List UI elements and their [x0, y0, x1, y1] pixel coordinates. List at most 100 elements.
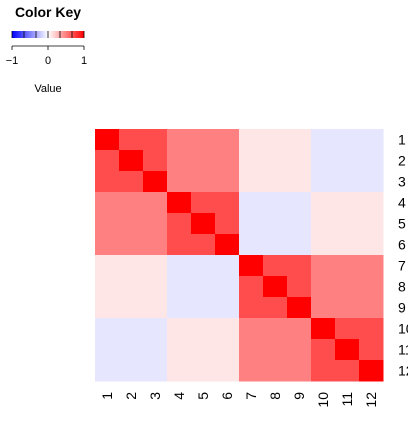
heatmap-cell: [167, 129, 192, 151]
heatmap-cell: [359, 192, 384, 214]
heatmap-cell: [119, 255, 144, 277]
column-label: 1: [99, 392, 115, 400]
heatmap-cell: [143, 129, 168, 151]
heatmap-cell: [287, 339, 312, 361]
heatmap-cell: [95, 150, 120, 172]
heatmap-cell: [359, 150, 384, 172]
row-label: 6: [398, 237, 406, 253]
color-key-axis-label: Value: [34, 83, 61, 95]
heatmap-cell: [359, 234, 384, 256]
heatmap-cell: [311, 255, 336, 277]
heatmap-cell: [215, 360, 240, 382]
row-label: 3: [398, 174, 406, 190]
heatmap-cell: [263, 297, 288, 319]
heatmap-cell: [215, 297, 240, 319]
row-label: 7: [398, 258, 406, 274]
heatmap-cell: [167, 339, 192, 361]
heatmap-cell: [191, 318, 216, 340]
heatmap-cell: [143, 360, 168, 382]
heatmap-cell: [143, 339, 168, 361]
heatmap-cell: [95, 297, 120, 319]
heatmap-cell: [239, 234, 264, 256]
heatmap-cell: [167, 171, 192, 193]
row-label: 9: [398, 300, 406, 316]
heatmap-cell: [167, 234, 192, 256]
heatmap-cell: [191, 255, 216, 277]
heatmap-cell: [191, 276, 216, 298]
heatmap-cell: [311, 234, 336, 256]
heatmap-cell: [287, 171, 312, 193]
heatmap-cell: [287, 297, 312, 319]
heatmap-cell: [95, 339, 120, 361]
heatmap-cell: [239, 150, 264, 172]
heatmap-cell: [335, 213, 360, 235]
heatmap-cell: [287, 276, 312, 298]
row-label: 8: [398, 279, 406, 295]
heatmap-cell: [263, 192, 288, 214]
heatmap-cell: [263, 213, 288, 235]
heatmap-cell: [215, 150, 240, 172]
heatmap-cell: [263, 129, 288, 151]
heatmap-cell: [167, 297, 192, 319]
heatmap-cell: [263, 255, 288, 277]
heatmap-cell: [191, 150, 216, 172]
heatmap-cell: [215, 213, 240, 235]
heatmap-cell: [287, 234, 312, 256]
column-label: 8: [267, 392, 283, 400]
heatmap-cell: [239, 213, 264, 235]
heatmap-cell: [119, 318, 144, 340]
heatmap-cell: [191, 213, 216, 235]
heatmap-cell: [359, 297, 384, 319]
heatmap-cell: [119, 129, 144, 151]
heatmap-cell: [263, 318, 288, 340]
heatmap-cell: [215, 276, 240, 298]
heatmap-cell: [239, 129, 264, 151]
heatmap-cell: [167, 318, 192, 340]
heatmap-cell: [287, 360, 312, 382]
heatmap-cell: [119, 213, 144, 235]
heatmap-cell: [119, 297, 144, 319]
heatmap-cell: [119, 150, 144, 172]
heatmap-cell: [287, 318, 312, 340]
column-labels: 1 2 3 4 5 6 7 8 9 10 11 12: [99, 392, 379, 408]
heatmap-cell: [287, 192, 312, 214]
color-key: Color Key −1 0 1 Value: [6, 4, 87, 95]
color-key-title: Color Key: [15, 4, 81, 20]
heatmap-cell: [95, 360, 120, 382]
heatmap-cell: [167, 150, 192, 172]
heatmap-cell: [311, 360, 336, 382]
heatmap-cell: [215, 234, 240, 256]
heatmap-cell: [335, 318, 360, 340]
heatmap-cell: [191, 360, 216, 382]
heatmap-cell: [95, 318, 120, 340]
heatmap-cell: [311, 129, 336, 151]
column-label: 10: [315, 392, 331, 408]
row-label: 1: [398, 132, 406, 148]
heatmap-cell: [359, 171, 384, 193]
heatmap-cell: [239, 276, 264, 298]
heatmap-cell: [191, 171, 216, 193]
heatmap-cell: [287, 150, 312, 172]
column-label: 4: [171, 392, 187, 400]
heatmap-cell: [119, 360, 144, 382]
heatmap-cell: [263, 339, 288, 361]
heatmap-cell: [311, 297, 336, 319]
heatmap-cell: [263, 360, 288, 382]
heatmap-cell: [167, 213, 192, 235]
row-label: 11: [398, 342, 408, 358]
heatmap-cell: [95, 234, 120, 256]
heatmap-cell: [95, 255, 120, 277]
heatmap-cell: [167, 360, 192, 382]
heatmap-cell: [143, 192, 168, 214]
heatmap-cell: [263, 234, 288, 256]
heatmap-cell: [143, 213, 168, 235]
heatmap-cell: [215, 318, 240, 340]
heatmap-cell: [119, 276, 144, 298]
heatmap-cell: [95, 192, 120, 214]
heatmap-cell: [143, 318, 168, 340]
column-label: 6: [219, 392, 235, 400]
heatmap-cell: [191, 297, 216, 319]
heatmap-cell: [335, 360, 360, 382]
heatmap-cell: [215, 192, 240, 214]
